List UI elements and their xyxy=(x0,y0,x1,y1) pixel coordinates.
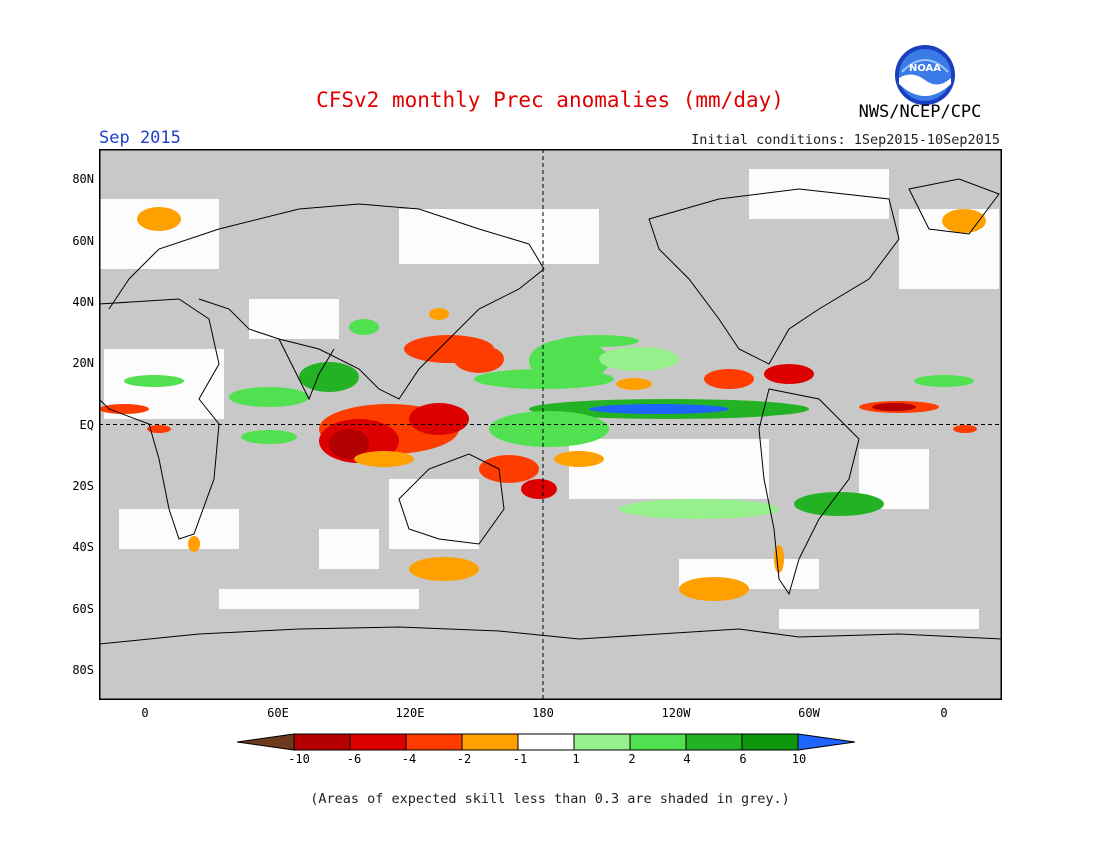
initial-conditions: Initial conditions: 1Sep2015-10Sep2015 xyxy=(691,132,1000,148)
lat-label-60s: 60S xyxy=(72,602,94,616)
lon-label-60e: 60E xyxy=(267,706,289,720)
svg-text:NOAA: NOAA xyxy=(909,63,941,74)
lat-label-20n: 20N xyxy=(72,356,94,370)
colorbar-segment xyxy=(293,733,351,751)
lon-label-0-right: 0 xyxy=(940,706,948,720)
colorbar-tick: -4 xyxy=(401,752,417,766)
colorbar-tick: 1 xyxy=(572,752,580,766)
lon-label-0: 0 xyxy=(141,706,149,720)
forecast-month: Sep 2015 xyxy=(99,128,181,148)
colorbar-segment xyxy=(405,733,463,751)
precip-anomaly-map xyxy=(98,148,1003,701)
lon-label-120w: 120W xyxy=(661,706,691,720)
colorbar-tick: 4 xyxy=(683,752,691,766)
colorbar-tick: 2 xyxy=(628,752,636,766)
noaa-logo: NOAA xyxy=(894,44,956,106)
colorbar-tick: -1 xyxy=(512,752,528,766)
colorbar-segment xyxy=(685,733,743,751)
colorbar xyxy=(236,732,861,752)
colorbar-segment xyxy=(741,733,799,751)
colorbar-tick: -10 xyxy=(288,752,310,766)
colorbar-tick: -6 xyxy=(346,752,362,766)
colorbar-segment xyxy=(797,733,856,751)
lat-label-60n: 60N xyxy=(72,234,94,248)
skill-footnote: (Areas of expected skill less than 0.3 a… xyxy=(310,791,790,807)
colorbar-segment xyxy=(461,733,519,751)
lon-label-120e: 120E xyxy=(395,706,425,720)
lat-label-40s: 40S xyxy=(72,540,94,554)
lat-label-40n: 40N xyxy=(72,295,94,309)
lat-label-80s: 80S xyxy=(72,663,94,677)
lon-label-60w: 60W xyxy=(798,706,820,720)
colorbar-tick: -2 xyxy=(456,752,472,766)
lon-label-180: 180 xyxy=(532,706,554,720)
agency-label: NWS/NCEP/CPC xyxy=(858,102,982,122)
lat-label-80n: 80N xyxy=(72,172,94,186)
colorbar-segment xyxy=(517,733,575,751)
colorbar-segment xyxy=(236,733,295,751)
chart-title: CFSv2 monthly Prec anomalies (mm/day) xyxy=(316,88,784,112)
colorbar-tick: 10 xyxy=(791,752,807,766)
colorbar-segment xyxy=(349,733,407,751)
lat-label-20s: 20S xyxy=(72,479,94,493)
lat-label-eq: EQ xyxy=(79,418,94,432)
colorbar-segment xyxy=(629,733,687,751)
colorbar-segment xyxy=(573,733,631,751)
colorbar-tick: 6 xyxy=(739,752,747,766)
